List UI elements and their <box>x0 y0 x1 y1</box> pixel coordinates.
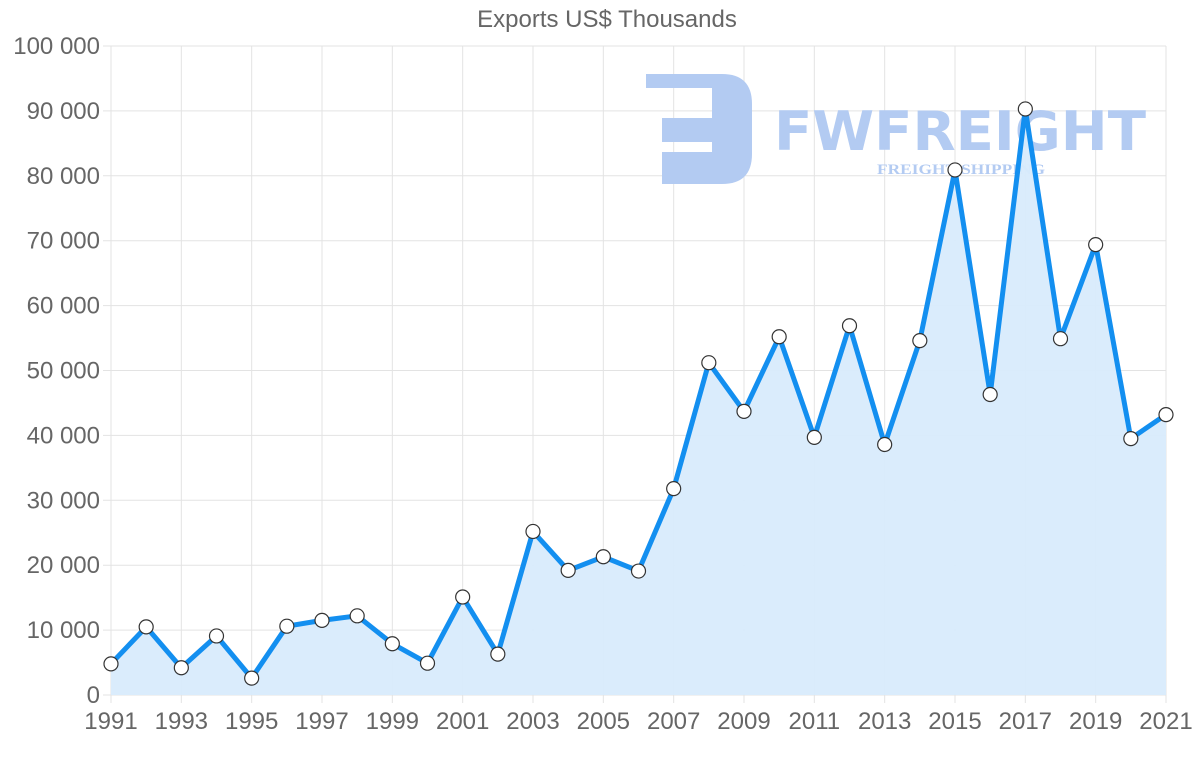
y-tick-label: 0 <box>87 682 100 709</box>
x-tick-label: 2013 <box>858 708 911 735</box>
data-point-1996[interactable] <box>279 618 295 634</box>
watermark-brand: FWFREIGHT <box>774 100 1146 163</box>
x-tick-label: 1995 <box>225 708 278 735</box>
y-tick-label: 60 000 <box>27 293 100 320</box>
y-tick-label: 100 000 <box>13 33 100 60</box>
x-tick-label: 1991 <box>84 708 137 735</box>
data-point-2017[interactable] <box>1017 101 1033 117</box>
x-axis: 1991 1993 1995 1997 1999 2001 2003 2005 2007 2009… <box>84 708 1192 735</box>
data-point-1999[interactable] <box>384 636 400 652</box>
data-markers <box>103 101 1174 686</box>
area-fill <box>111 108 1166 695</box>
y-tick-label: 90 000 <box>27 98 100 125</box>
data-point-2008[interactable] <box>701 355 717 371</box>
x-tick-label: 2017 <box>999 708 1052 735</box>
data-point-2014[interactable] <box>912 333 928 349</box>
data-point-2016[interactable] <box>982 386 998 403</box>
y-tick-label: 20 000 <box>27 552 100 579</box>
data-point-2003[interactable] <box>525 523 541 540</box>
y-axis: 0 10 000 20 000 30 000 40 000 50 000 60 000 70 … <box>13 33 100 709</box>
data-point-1991[interactable] <box>103 656 119 672</box>
x-tick-label: 2005 <box>577 708 630 735</box>
x-tick-label: 2021 <box>1139 708 1192 735</box>
x-tick-label: 2011 <box>789 708 841 735</box>
x-tick-label: 1997 <box>295 708 348 735</box>
data-point-1994[interactable] <box>208 628 225 644</box>
data-point-2001[interactable] <box>455 589 471 605</box>
data-point-1993[interactable] <box>173 660 189 676</box>
x-tick-label: 2009 <box>717 708 770 735</box>
x-tick-label: 2007 <box>647 708 700 735</box>
y-tick-label: 50 000 <box>27 358 100 385</box>
y-tick-label: 70 000 <box>27 228 100 255</box>
x-tick-label: 2015 <box>928 708 981 735</box>
x-tick-label: 2003 <box>506 708 559 735</box>
data-point-1995[interactable] <box>244 670 260 686</box>
data-point-2005[interactable] <box>595 549 611 565</box>
y-tick-label: 80 000 <box>27 163 100 190</box>
data-point-1997[interactable] <box>314 612 330 628</box>
data-point-2004[interactable] <box>560 562 576 578</box>
chart-title: Exports US$ Thousands <box>477 6 737 33</box>
data-point-2002[interactable] <box>490 646 506 662</box>
data-point-2006[interactable] <box>630 563 647 579</box>
data-point-1992[interactable] <box>138 619 154 635</box>
x-tick-label: 2019 <box>1069 708 1122 735</box>
data-point-2010[interactable] <box>771 329 787 345</box>
data-point-2013[interactable] <box>877 436 893 453</box>
data-point-2000[interactable] <box>419 655 436 671</box>
data-point-2021[interactable] <box>1158 407 1174 423</box>
data-point-2018[interactable] <box>1052 331 1069 347</box>
fwfreight-watermark-logo: FWFREIGHT FREIGHT SHIPPING <box>646 74 1146 184</box>
logo-mark-icon <box>646 74 752 184</box>
data-point-1998[interactable] <box>349 608 365 624</box>
data-point-2019[interactable] <box>1088 236 1104 253</box>
data-point-2012[interactable] <box>841 318 858 334</box>
y-tick-label: 40 000 <box>27 422 100 449</box>
x-tick-label: 1999 <box>366 708 419 735</box>
data-point-2007[interactable] <box>666 481 682 497</box>
y-tick-label: 30 000 <box>27 487 100 514</box>
data-point-2009[interactable] <box>736 403 752 419</box>
x-tick-label: 1993 <box>155 708 208 735</box>
data-point-2015[interactable] <box>947 162 963 178</box>
y-tick-label: 10 000 <box>27 617 100 644</box>
data-point-2011[interactable] <box>806 429 822 445</box>
data-point-2020[interactable] <box>1123 431 1139 447</box>
x-tick-label: 2001 <box>436 708 489 735</box>
